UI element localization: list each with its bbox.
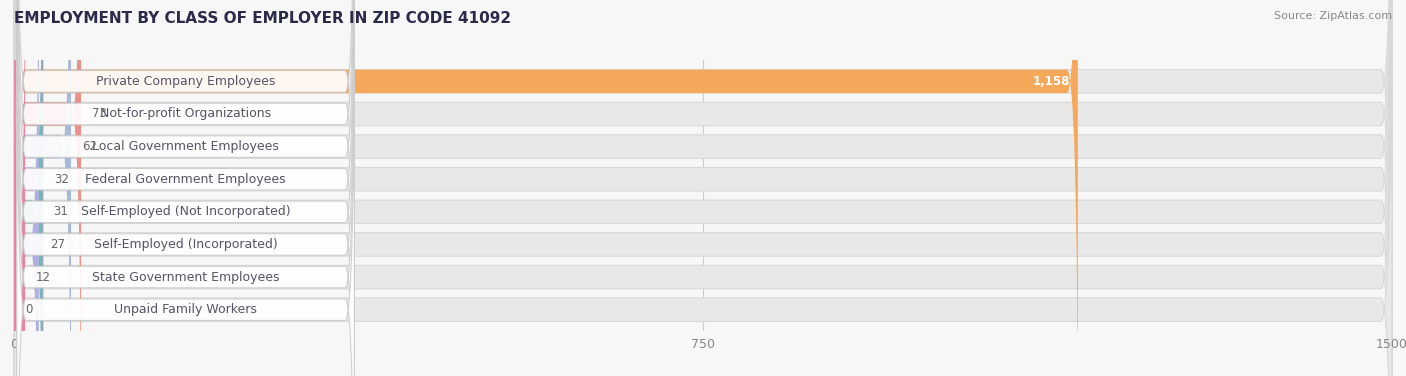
- FancyBboxPatch shape: [17, 0, 354, 376]
- FancyBboxPatch shape: [14, 0, 25, 376]
- Text: 12: 12: [37, 271, 51, 284]
- FancyBboxPatch shape: [14, 0, 72, 376]
- Text: 32: 32: [55, 173, 69, 186]
- Text: State Government Employees: State Government Employees: [91, 271, 280, 284]
- FancyBboxPatch shape: [17, 0, 354, 376]
- Text: Private Company Employees: Private Company Employees: [96, 75, 276, 88]
- Text: Local Government Employees: Local Government Employees: [93, 140, 278, 153]
- FancyBboxPatch shape: [14, 0, 1392, 376]
- FancyBboxPatch shape: [14, 0, 1078, 376]
- Text: Source: ZipAtlas.com: Source: ZipAtlas.com: [1274, 11, 1392, 21]
- FancyBboxPatch shape: [14, 0, 44, 376]
- FancyBboxPatch shape: [14, 0, 1392, 376]
- FancyBboxPatch shape: [14, 0, 1392, 376]
- Text: Unpaid Family Workers: Unpaid Family Workers: [114, 303, 257, 316]
- FancyBboxPatch shape: [14, 0, 1392, 376]
- FancyBboxPatch shape: [17, 0, 354, 376]
- FancyBboxPatch shape: [17, 0, 354, 376]
- FancyBboxPatch shape: [14, 0, 82, 376]
- Text: Not-for-profit Organizations: Not-for-profit Organizations: [100, 108, 271, 120]
- Text: Self-Employed (Not Incorporated): Self-Employed (Not Incorporated): [80, 205, 291, 218]
- FancyBboxPatch shape: [14, 0, 39, 376]
- FancyBboxPatch shape: [17, 0, 354, 376]
- Text: 1,158: 1,158: [1033, 75, 1070, 88]
- FancyBboxPatch shape: [17, 0, 354, 376]
- FancyBboxPatch shape: [17, 0, 354, 376]
- Text: 31: 31: [53, 205, 69, 218]
- Text: EMPLOYMENT BY CLASS OF EMPLOYER IN ZIP CODE 41092: EMPLOYMENT BY CLASS OF EMPLOYER IN ZIP C…: [14, 11, 512, 26]
- Text: Self-Employed (Incorporated): Self-Employed (Incorporated): [94, 238, 277, 251]
- Text: 73: 73: [93, 108, 107, 120]
- Text: Federal Government Employees: Federal Government Employees: [86, 173, 285, 186]
- FancyBboxPatch shape: [14, 0, 42, 376]
- FancyBboxPatch shape: [14, 0, 1392, 376]
- Text: 27: 27: [49, 238, 65, 251]
- FancyBboxPatch shape: [14, 0, 1392, 376]
- FancyBboxPatch shape: [17, 0, 354, 376]
- FancyBboxPatch shape: [14, 0, 1392, 376]
- Text: 0: 0: [25, 303, 32, 316]
- Text: 62: 62: [82, 140, 97, 153]
- FancyBboxPatch shape: [14, 0, 1392, 376]
